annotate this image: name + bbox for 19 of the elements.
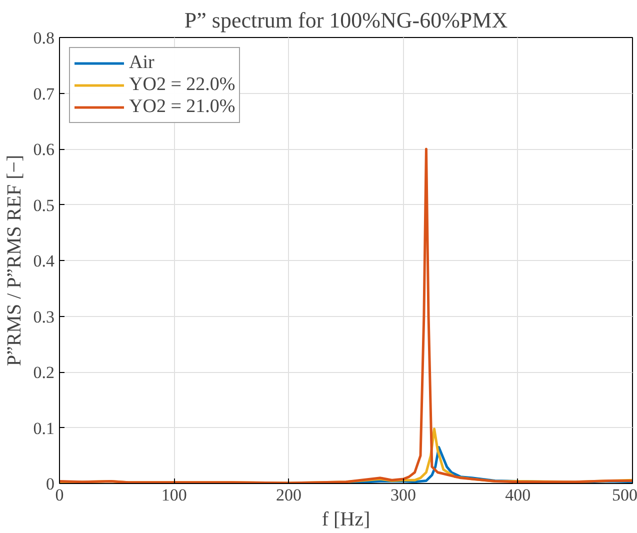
y-tick-label: 0.3 bbox=[33, 307, 54, 326]
x-tick-label: 500 bbox=[612, 486, 637, 504]
y-tick-label: 0.7 bbox=[33, 84, 55, 104]
legend-label: Air bbox=[129, 52, 154, 74]
x-tick-label: 100 bbox=[161, 486, 187, 504]
y-tick-label: 0.6 bbox=[33, 140, 54, 159]
chart-title: P” spectrum for 100%NG-60%PMX bbox=[184, 8, 508, 32]
y-tick-label: 0.8 bbox=[33, 28, 54, 48]
x-tick-label: 200 bbox=[276, 486, 302, 504]
y-tick-label: 0.5 bbox=[33, 196, 54, 215]
y-tick-label: 0.2 bbox=[33, 363, 54, 382]
legend-label: YO2 = 21.0% bbox=[129, 96, 236, 118]
y-tick-label: 0.1 bbox=[33, 418, 54, 438]
legend-label: YO2 = 22.0% bbox=[129, 74, 236, 96]
x-axis-title: f [Hz] bbox=[322, 508, 370, 530]
y-tick-label: 0.4 bbox=[33, 252, 55, 270]
x-tick-label: 300 bbox=[390, 486, 416, 504]
x-tick-label: 400 bbox=[505, 486, 531, 504]
y-axis-title: P”RMS / P”RMS REF [−] bbox=[3, 154, 26, 366]
